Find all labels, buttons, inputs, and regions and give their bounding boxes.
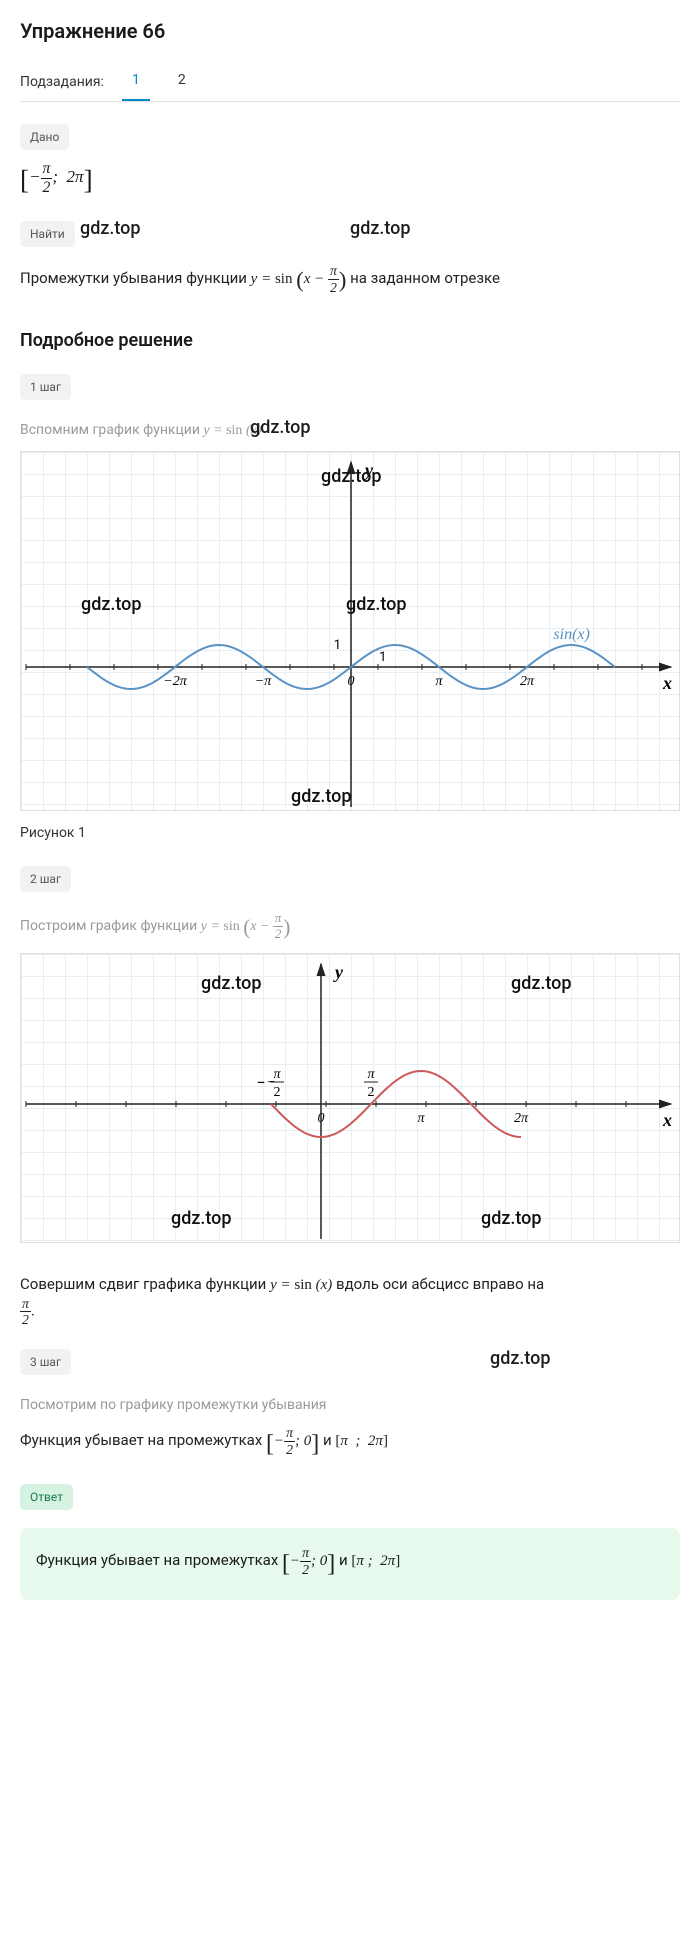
tab-1[interactable]: 1 [122,64,150,101]
answer-box: Функция убывает на промежутках [−π2; 0] … [20,1528,680,1600]
svg-text:y: y [333,962,344,982]
given-section: Дано [−π2; 2π] [20,124,680,201]
solution-heading: Подробное решение [20,327,680,354]
watermark: gdz.top [80,215,141,242]
watermark: gdz.top [490,1345,551,1372]
page-title: Упражнение 66 [20,16,680,46]
chart-2-shifted: − π2−0π2π2πyxgdz.topgdz.topgdz.topgdz.to… [20,953,680,1243]
step2-after: Совершим сдвиг графика функции y = sin (… [20,1273,680,1327]
svg-text:1: 1 [334,638,341,653]
step3-conclusion: Функция убывает на промежутках [−π2; 0] … [20,1426,680,1462]
svg-text:gdz.top: gdz.top [346,594,407,615]
svg-text:gdz.top: gdz.top [291,786,352,807]
svg-text:−: − [256,1073,265,1092]
step3-badge: 3 шаг [20,1349,71,1375]
svg-text:2π: 2π [514,1111,529,1126]
svg-text:2: 2 [274,1085,281,1100]
svg-text:0: 0 [348,674,355,689]
svg-text:2: 2 [368,1085,375,1100]
step1-badge: 1 шаг [20,374,71,400]
svg-text:π: π [435,674,443,689]
find-line: Промежутки убывания функции y = sin (x −… [20,263,680,297]
figure-1-caption: Рисунок 1 [20,823,680,844]
given-badge: Дано [20,124,69,150]
svg-text:1: 1 [379,650,386,665]
svg-text:gdz.top: gdz.top [81,594,142,615]
tab-2[interactable]: 2 [168,64,196,101]
answer-badge: Ответ [20,1484,73,1510]
svg-text:0: 0 [318,1111,325,1126]
subtasks-label: Подзадания: [20,72,104,93]
step2-text: Построим график функции y = sin (x − π2) [20,912,680,944]
svg-text:π: π [417,1111,425,1126]
svg-text:gdz.top: gdz.top [511,973,572,994]
svg-text:gdz.top: gdz.top [481,1208,542,1229]
subtasks-bar: Подзадания: 1 2 [20,64,680,102]
svg-text:x: x [662,1110,672,1130]
svg-text:sin(x): sin(x) [553,626,589,643]
svg-text:−2π: −2π [163,674,187,689]
svg-text:π: π [367,1067,375,1082]
svg-text:gdz.top: gdz.top [201,973,262,994]
svg-text:x: x [662,673,672,693]
find-suffix: на заданном отрезке [346,269,500,287]
find-badge: Найти [20,221,75,247]
svg-text:π: π [273,1067,281,1082]
chart-1-sin: −2π−π0π2πyx11sin(x)gdz.topgdz.topgdz.top… [20,451,680,811]
watermark: gdz.top [350,215,411,242]
given-interval: [−π2; 2π] [20,160,680,201]
step2-badge: 2 шаг [20,866,71,892]
step3-text: Посмотрим по графику промежутки убывания [20,1395,680,1416]
find-prefix: Промежутки убывания функции [20,269,251,287]
svg-text:2π: 2π [520,674,535,689]
svg-text:gdz.top: gdz.top [321,466,382,487]
step1-text: Вспомним график функции y = sin (x) gdz.… [20,420,680,441]
svg-text:gdz.top: gdz.top [171,1208,232,1229]
svg-text:−π: −π [255,674,272,689]
